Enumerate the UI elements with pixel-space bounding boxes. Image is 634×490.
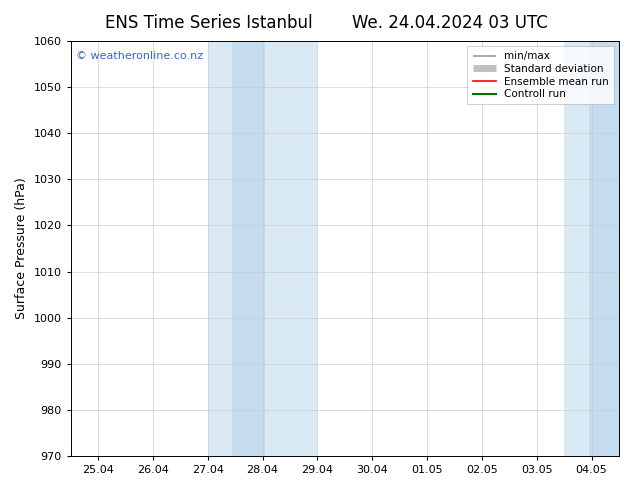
Bar [208, 41, 318, 456]
Text: ENS Time Series Istanbul: ENS Time Series Istanbul [105, 14, 313, 32]
Bar [564, 41, 619, 456]
Legend: min/max, Standard deviation, Ensemble mean run, Controll run: min/max, Standard deviation, Ensemble me… [467, 46, 614, 104]
Y-axis label: Surface Pressure (hPa): Surface Pressure (hPa) [15, 178, 28, 319]
Bar [233, 41, 266, 456]
Bar [589, 41, 619, 456]
Text: © weatheronline.co.nz: © weatheronline.co.nz [76, 51, 204, 61]
Text: We. 24.04.2024 03 UTC: We. 24.04.2024 03 UTC [353, 14, 548, 32]
